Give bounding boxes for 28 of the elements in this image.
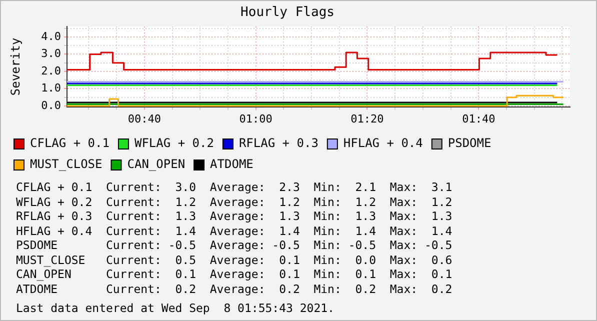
legend-label: CFLAG + 0.1 <box>30 136 110 150</box>
x-tick-label: 01:20 <box>350 112 384 126</box>
y-tick-label: 1.0 <box>41 82 61 95</box>
text: PSDOME Current: -0.5 Average: -0.5 Min: -0.5 Max: -0.5 <box>16 238 452 252</box>
y-tick-label: 4.0 <box>41 30 61 43</box>
x-tick-label: 00:40 <box>128 112 161 126</box>
y-axis-title: Severity <box>8 38 22 96</box>
legend-label: PSDOME <box>448 136 492 150</box>
y-tick-label: 0.0 <box>41 98 61 112</box>
text: ATDOME Current: 0.2 Average: 0.2 Min: 0.2 Max: 0.2 <box>16 282 452 296</box>
text: HFLAG + 0.4 Current: 1.4 Average: 1.4 Min: 1.4 Max: 1.4 <box>16 224 452 238</box>
text: MUST_CLOSE Current: 0.5 Average: 0.1 Min: 0.0 Max: 0.6 <box>16 252 452 267</box>
y-tick-label: 2.0 <box>41 64 61 78</box>
text: RFLAG + 0.3 Current: 1.3 Average: 1.3 Min: 1.3 Max: 1.3 <box>16 209 452 224</box>
legend-label: ATDOME <box>210 157 254 172</box>
text: CFLAG + 0.1 Current: 3.0 Average: 2.3 Min: 2.1 Max: 3.1 <box>16 180 452 194</box>
legend-label: CAN_OPEN <box>127 157 186 172</box>
y-tick-label: 3.0 <box>41 47 61 60</box>
text: CAN_OPEN Current: 0.1 Average: 0.1 Min: 0.1 Max: 0.1 <box>16 267 452 282</box>
text: WFLAG + 0.2 Current: 1.2 Average: 1.2 Min: 1.2 Max: 1.2 <box>16 194 452 209</box>
legend-label: MUST_CLOSE <box>30 157 102 172</box>
x-tick-label: 01:00 <box>239 112 272 126</box>
legend-label: RFLAG + 0.3 <box>238 136 318 150</box>
x-tick-label: 01:40 <box>462 112 496 126</box>
chart-title: Hourly Flags <box>240 5 334 20</box>
legend-label: HFLAG + 0.4 <box>343 136 423 150</box>
legend-label: WFLAG + 0.2 <box>134 136 214 150</box>
text: Last data entered at Wed Sep 8 01:55:43 2021. <box>16 301 336 316</box>
